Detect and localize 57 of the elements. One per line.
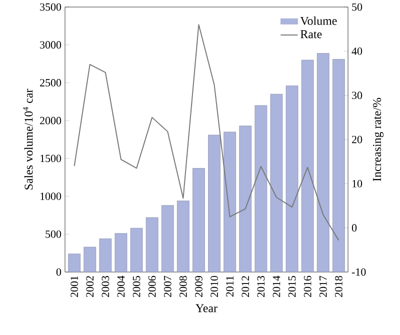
y-axis-title: Sales volume/10$^{4}$ car: [23, 88, 33, 190]
y2-tick-label: 10: [352, 180, 362, 188]
y-tick-label: 1500: [40, 154, 62, 162]
bar: [192, 168, 205, 272]
x-tick-label: 2014: [272, 276, 280, 297]
x-tick-label: 2004: [117, 276, 125, 297]
legend-label: Rate: [300, 30, 322, 38]
x-tick-label: 2006: [148, 276, 156, 297]
bar: [68, 254, 80, 272]
bar: [208, 134, 220, 272]
bar: [130, 228, 143, 272]
x-tick-label: 2003: [102, 276, 110, 297]
bar: [270, 94, 283, 272]
bar: [332, 59, 345, 272]
bar: [99, 238, 112, 272]
x-tick-label: 2013: [257, 276, 265, 297]
x-tick-label: 2009: [195, 276, 202, 297]
bar: [239, 126, 252, 272]
bar: [177, 200, 190, 272]
y-tick-label: 500: [46, 230, 62, 238]
y2-axis-title: Increasing rate/%: [372, 98, 384, 182]
bar: [146, 217, 158, 272]
x-tick-label: 2005: [132, 276, 140, 297]
x-tick-label: 2001: [70, 276, 78, 297]
bar: [161, 205, 174, 272]
x-axis-title: Year: [196, 304, 218, 312]
y2-tick-label: 40: [352, 47, 362, 55]
bar: [254, 105, 268, 272]
bar: [114, 233, 128, 272]
bar: [224, 132, 236, 272]
bar: [301, 60, 314, 272]
x-tick-label: 2011: [226, 276, 234, 297]
bar: [316, 53, 330, 272]
y2-tick-label: 50: [352, 3, 362, 11]
y-tick-label: 1000: [40, 192, 62, 200]
y2-tick-label: 20: [352, 136, 362, 144]
line-series: [74, 24, 340, 241]
bar: [286, 86, 298, 272]
y-tick-label: 2500: [40, 79, 62, 86]
y2-tick-label: 0: [352, 224, 357, 232]
bar: [84, 246, 96, 272]
x-tick-label: 2007: [164, 276, 172, 297]
y2-tick-label: 30: [352, 92, 362, 100]
x-tick-label: 2017: [319, 276, 327, 297]
x-tick-label: 2018: [334, 276, 342, 297]
y-tick-label: 3500: [40, 3, 62, 11]
x-tick-label: 2002: [86, 276, 94, 297]
legend-label: Volume: [300, 16, 337, 25]
x-tick-label: 2012: [242, 276, 250, 297]
x-tick-label: 2016: [304, 276, 312, 297]
x-tick-label: 2008: [179, 276, 187, 297]
y2-tick-label: -10: [352, 268, 366, 276]
y-tick-label: 2000: [40, 116, 62, 124]
y-tick-label: 0: [56, 268, 62, 276]
x-tick-label: 2015: [288, 276, 296, 297]
y-tick-label: 3000: [40, 41, 62, 49]
x-tick-label: 2010: [210, 276, 218, 297]
